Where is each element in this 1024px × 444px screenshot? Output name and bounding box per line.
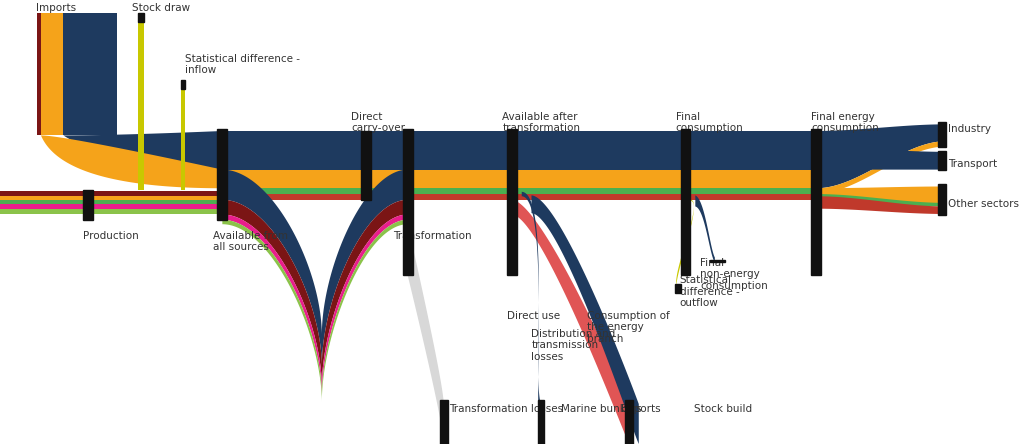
Polygon shape (83, 190, 92, 220)
Text: Available from
all sources: Available from all sources (213, 231, 288, 253)
Polygon shape (710, 260, 725, 262)
Polygon shape (686, 194, 816, 200)
Polygon shape (63, 13, 117, 135)
Text: Marine bunkers: Marine bunkers (561, 404, 641, 414)
Polygon shape (222, 188, 512, 194)
Polygon shape (41, 13, 63, 135)
Polygon shape (686, 188, 816, 194)
Text: Exports: Exports (622, 404, 660, 414)
Text: Statistical
difference -
outflow: Statistical difference - outflow (680, 275, 739, 309)
Polygon shape (0, 204, 222, 209)
Polygon shape (41, 135, 222, 188)
Polygon shape (222, 220, 408, 402)
Text: Final energy
consumption: Final energy consumption (811, 111, 880, 133)
Text: Consumption of
the energy
branch: Consumption of the energy branch (587, 311, 670, 344)
Polygon shape (816, 147, 946, 170)
Text: Other sectors: Other sectors (948, 199, 1019, 209)
Text: Available after
transformation: Available after transformation (502, 111, 581, 133)
Polygon shape (675, 284, 681, 293)
Polygon shape (222, 131, 366, 170)
Polygon shape (531, 195, 639, 444)
Polygon shape (217, 129, 227, 220)
Polygon shape (402, 129, 413, 275)
Polygon shape (512, 170, 686, 188)
Polygon shape (440, 400, 447, 444)
Polygon shape (938, 184, 946, 215)
Polygon shape (37, 13, 41, 135)
Text: Direct
carry-over: Direct carry-over (351, 111, 406, 133)
Polygon shape (811, 129, 821, 275)
Polygon shape (222, 170, 408, 366)
Polygon shape (816, 141, 946, 194)
Text: Production: Production (83, 231, 138, 241)
Text: Transformation losses: Transformation losses (449, 404, 563, 414)
Polygon shape (408, 224, 443, 444)
Polygon shape (938, 151, 946, 170)
Polygon shape (816, 124, 946, 188)
Text: Direct use: Direct use (507, 311, 560, 321)
Polygon shape (366, 131, 408, 170)
Polygon shape (539, 400, 544, 444)
Polygon shape (625, 400, 633, 444)
Polygon shape (686, 170, 816, 188)
Text: Final
consumption: Final consumption (676, 111, 743, 133)
Polygon shape (222, 214, 408, 395)
Polygon shape (681, 129, 690, 275)
Polygon shape (0, 200, 222, 204)
Polygon shape (181, 80, 185, 190)
Polygon shape (676, 200, 694, 293)
Polygon shape (695, 195, 715, 262)
Polygon shape (360, 131, 371, 200)
Polygon shape (408, 131, 512, 170)
Text: Transport: Transport (948, 159, 997, 169)
Polygon shape (222, 200, 408, 386)
Polygon shape (181, 80, 185, 89)
Polygon shape (512, 194, 686, 200)
Text: Transformation: Transformation (393, 231, 472, 241)
Polygon shape (0, 191, 222, 196)
Text: Final
non-energy
consumption: Final non-energy consumption (700, 258, 768, 291)
Text: Stock build: Stock build (694, 404, 753, 414)
Polygon shape (222, 194, 512, 200)
Polygon shape (138, 13, 144, 190)
Text: Industry: Industry (948, 124, 991, 134)
Text: Distribution and
transmission
losses: Distribution and transmission losses (531, 329, 615, 362)
Polygon shape (0, 209, 222, 214)
Polygon shape (138, 13, 144, 22)
Polygon shape (816, 194, 946, 206)
Polygon shape (522, 192, 542, 444)
Polygon shape (512, 200, 629, 444)
Polygon shape (512, 131, 686, 170)
Polygon shape (222, 170, 512, 188)
Polygon shape (507, 129, 517, 275)
Text: Stock draw: Stock draw (132, 3, 189, 13)
Polygon shape (512, 188, 686, 194)
Text: Statistical difference -
inflow: Statistical difference - inflow (185, 54, 300, 75)
Polygon shape (816, 186, 946, 204)
Polygon shape (816, 196, 946, 214)
Polygon shape (938, 122, 946, 147)
Polygon shape (63, 131, 222, 170)
Polygon shape (686, 131, 816, 170)
Polygon shape (0, 196, 222, 200)
Text: Imports: Imports (36, 3, 76, 13)
